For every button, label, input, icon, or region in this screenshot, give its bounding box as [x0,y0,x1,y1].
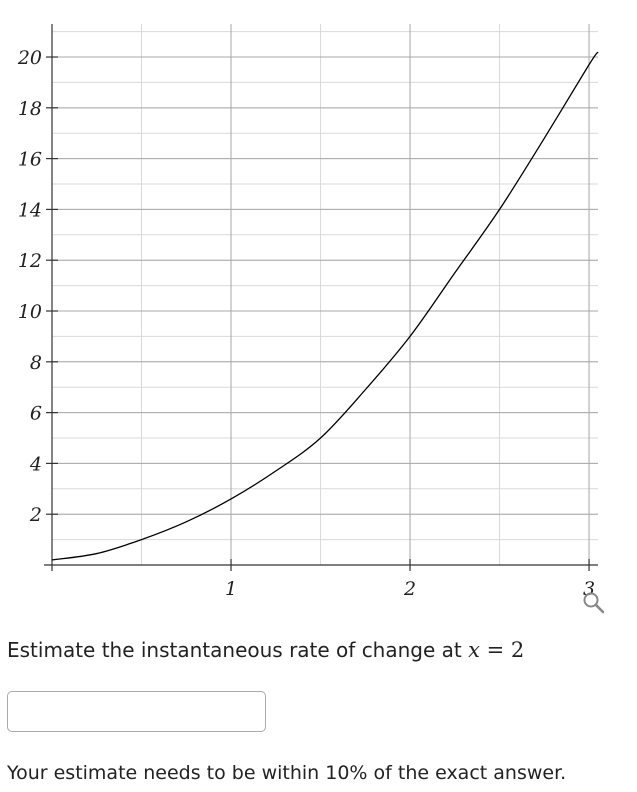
function-curve [51,51,599,561]
y-tick-label: 12 [18,250,42,272]
axes [44,24,598,571]
axis-ticks [46,56,590,571]
math-variable: x [468,638,480,662]
y-tick-label: 10 [18,301,42,323]
y-tick-label: 18 [18,98,42,120]
question-math: x = 2 [468,638,524,662]
grid-major [52,24,598,565]
y-tick-label: 4 [29,453,42,475]
x-tick-label: 1 [225,578,237,600]
y-tick-label: 20 [17,47,42,69]
answer-input[interactable] [7,691,266,732]
magnifier-zoom-icon[interactable] [581,590,607,616]
question-prefix: Estimate the instantaneous rate of chang… [7,638,469,662]
y-tick-label: 8 [30,352,42,374]
tolerance-note: Your estimate needs to be within 10% of … [7,762,567,784]
question-text: Estimate the instantaneous rate of chang… [7,638,524,662]
y-tick-label: 6 [30,403,42,425]
y-tick-label: 16 [18,149,42,171]
grid-minor [52,24,598,565]
x-tick-label: 2 [403,578,416,600]
y-tick-label: 14 [18,199,42,221]
math-equals-value: = 2 [479,638,525,662]
y-tick-label: 2 [29,504,42,526]
